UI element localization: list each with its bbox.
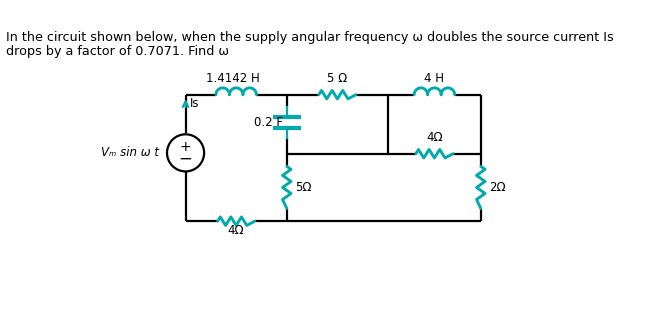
Text: 0.2 F: 0.2 F (253, 116, 282, 129)
Text: 4Ω: 4Ω (426, 131, 443, 144)
Text: −: − (179, 150, 193, 168)
Text: Vₘ sin ω t: Vₘ sin ω t (100, 146, 158, 159)
Text: In the circuit shown below, when the supply angular frequency ω doubles the sour: In the circuit shown below, when the sup… (6, 31, 614, 43)
Text: Is: Is (190, 97, 199, 110)
Text: 4 H: 4 H (424, 72, 444, 85)
Text: 2Ω: 2Ω (489, 181, 506, 194)
Text: +: + (180, 140, 191, 154)
Text: 5Ω: 5Ω (295, 181, 312, 194)
Text: 1.4142 H: 1.4142 H (206, 72, 259, 85)
Text: 4Ω: 4Ω (228, 224, 244, 237)
Text: 5 Ω: 5 Ω (327, 72, 348, 85)
Text: drops by a factor of 0.7071. Find ω: drops by a factor of 0.7071. Find ω (6, 45, 229, 58)
